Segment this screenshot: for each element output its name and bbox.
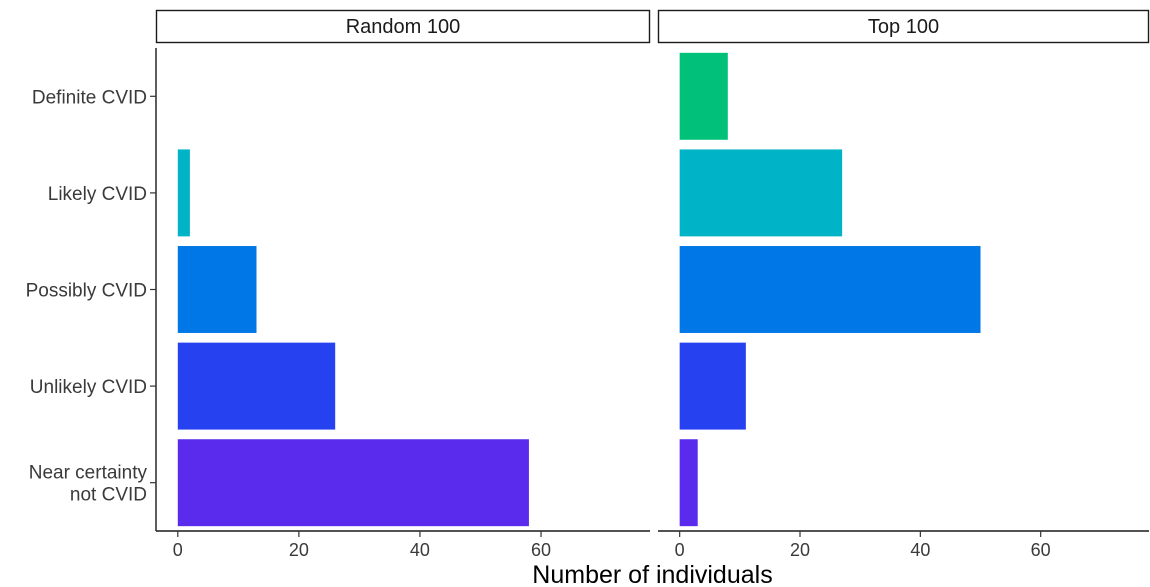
- x-tick-label-random-100-20: 20: [289, 540, 309, 560]
- facet-strip-top-100: [657, 9, 1150, 44]
- facet-label-random-100: Random 100: [346, 16, 461, 38]
- facet-strip-random-100: [155, 9, 651, 44]
- bar-random-100-near-certainty-not-cvid: [177, 439, 529, 527]
- x-tick-label-top-100-20: 20: [790, 540, 810, 560]
- bar-top-100-unlikely-cvid: [679, 342, 746, 430]
- bar-top-100-definite-cvid: [679, 52, 728, 140]
- y-tick-label-near-certainty-not-cvid: Near certainty not CVID: [29, 463, 148, 506]
- x-tick-label-random-100-0: 0: [173, 540, 183, 560]
- facet-label-top-100: Top 100: [868, 16, 939, 38]
- x-axis-title: Number of individuals: [532, 561, 772, 587]
- y-tick-label-definite-cvid: Definite CVID: [32, 87, 147, 108]
- y-tick-label-likely-cvid: Likely CVID: [48, 184, 147, 205]
- x-tick-label-top-100-40: 40: [910, 540, 930, 560]
- x-tick-label-top-100-0: 0: [675, 540, 685, 560]
- bar-top-100-near-certainty-not-cvid: [679, 439, 698, 527]
- bar-random-100-likely-cvid: [177, 149, 190, 237]
- x-tick-label-top-100-60: 60: [1031, 540, 1051, 560]
- bar-top-100-likely-cvid: [679, 149, 843, 237]
- y-tick-label-possibly-cvid: Possibly CVID: [26, 281, 147, 302]
- bar-random-100-possibly-cvid: [177, 246, 257, 333]
- y-tick-label-unlikely-cvid: Unlikely CVID: [30, 377, 147, 398]
- bar-top-100-possibly-cvid: [679, 246, 981, 333]
- x-tick-label-random-100-60: 60: [531, 540, 551, 560]
- x-tick-label-random-100-40: 40: [410, 540, 430, 560]
- bar-random-100-unlikely-cvid: [177, 342, 336, 430]
